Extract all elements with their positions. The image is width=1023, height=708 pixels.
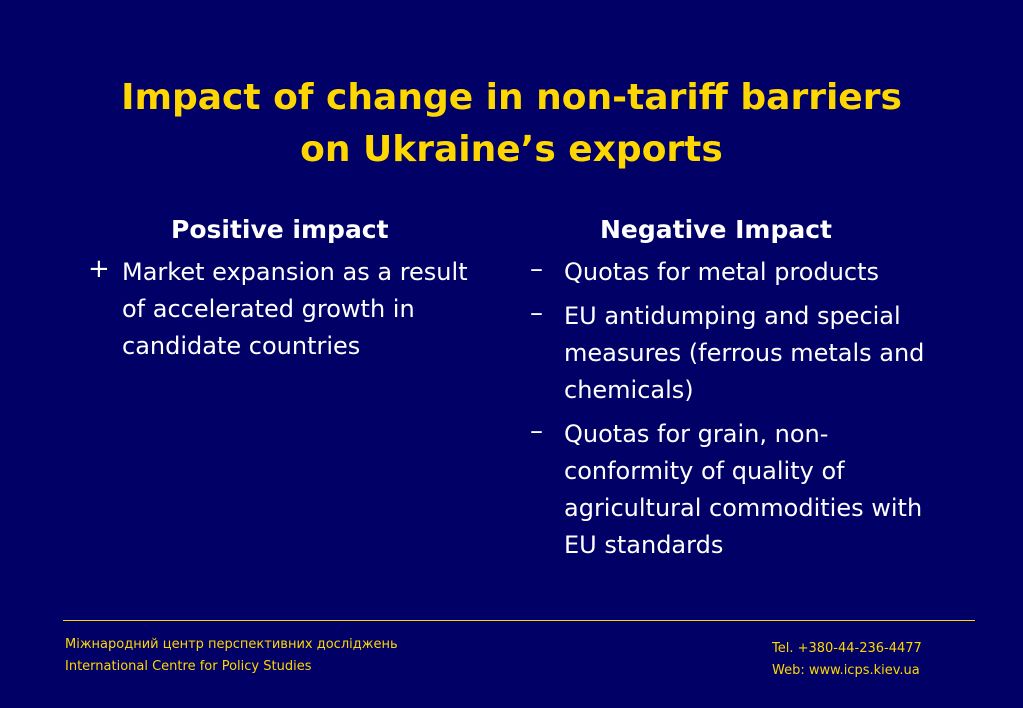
- positive-impact-item-text: Market expansion as a result of accelera…: [122, 258, 468, 360]
- footer-organization: Міжнародний центр перспективних дослідже…: [65, 634, 398, 678]
- footer-org-name-ukrainian: Міжнародний центр перспективних дослідже…: [65, 637, 398, 652]
- footer-divider: [63, 620, 975, 621]
- slide-title-line-1: Impact of change in non-tariff barriers: [121, 77, 902, 118]
- footer-telephone: Tel. +380-44-236-4477: [772, 641, 922, 656]
- footer-org-name-english: International Centre for Policy Studies: [65, 659, 312, 674]
- slide-title-line-2: on Ukraine’s exports: [300, 129, 723, 170]
- negative-impact-item: – Quotas for metal products: [530, 254, 950, 291]
- negative-impact-item-text: Quotas for grain, non-conformity of qual…: [564, 420, 923, 559]
- dash-icon: –: [530, 298, 543, 328]
- negative-impact-item-text: EU antidumping and special measures (fer…: [564, 302, 925, 404]
- negative-impact-item: – Quotas for grain, non-conformity of qu…: [530, 416, 950, 564]
- negative-impact-item: – EU antidumping and special measures (f…: [530, 298, 950, 409]
- negative-impact-heading: Negative Impact: [600, 215, 833, 244]
- dash-icon: –: [530, 254, 543, 284]
- negative-impact-column: Negative Impact – Quotas for metal produ…: [530, 212, 950, 571]
- footer-website: Web: www.icps.kiev.ua: [772, 663, 920, 678]
- negative-impact-item-text: Quotas for metal products: [564, 258, 880, 286]
- dash-icon: –: [530, 416, 543, 446]
- positive-impact-heading: Positive impact: [171, 215, 389, 244]
- plus-icon: +: [88, 254, 110, 284]
- positive-impact-column: Positive impact + Market expansion as a …: [88, 212, 468, 372]
- slide-title: Impact of change in non-tariff barriers …: [0, 72, 1023, 176]
- positive-impact-item: + Market expansion as a result of accele…: [88, 254, 468, 365]
- footer-contact: Tel. +380-44-236-4477 Web: www.icps.kiev…: [772, 638, 922, 682]
